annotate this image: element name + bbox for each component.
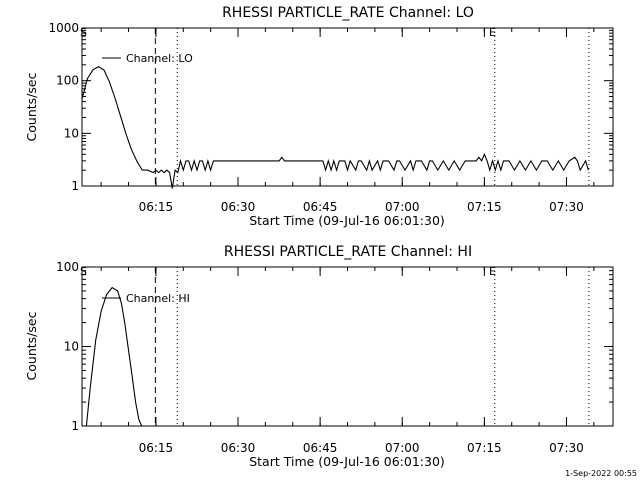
- panel-lo-x-tick-label: 07:00: [385, 200, 420, 214]
- panel-lo: RHESSI PARTICLE_RATE Channel: LO Counts/…: [24, 5, 614, 228]
- footer-timestamp: 1-Sep-2022 00:55: [565, 469, 637, 478]
- panel-lo-x-tick-label: 06:15: [139, 200, 174, 214]
- panel-lo-y-tick-label: 1000: [48, 21, 79, 35]
- panel-lo-x-tick-label: 07:15: [467, 200, 502, 214]
- panel-hi-y-tick-label: 1: [71, 419, 79, 433]
- panel-hi-legend-label: Channel: HI: [126, 292, 190, 305]
- panel-hi-x-tick-label: 07:15: [467, 441, 502, 455]
- panel-hi-x-tick-label: 06:30: [221, 441, 256, 455]
- panel-hi-series-line: [85, 286, 143, 427]
- panel-hi-y-tick-label: 100: [56, 260, 79, 274]
- panel-lo-y-tick-label: 1: [71, 179, 79, 193]
- panel-lo-x-tick-label: 07:30: [549, 200, 584, 214]
- panel-hi-end-marker: E: [489, 265, 496, 278]
- panel-lo-y-axis-label: Counts/sec: [24, 72, 39, 141]
- panel-hi-x-tick-label: 06:45: [303, 441, 338, 455]
- panel-hi-x-tick-label: 07:30: [549, 441, 584, 455]
- panel-lo-x-tick-label: 06:45: [303, 200, 338, 214]
- panel-lo-start-marker: S: [80, 26, 87, 39]
- panel-lo-x-axis-label: Start Time (09-Jul-16 06:01:30): [249, 213, 445, 228]
- panel-hi-y-axis-label: Counts/sec: [24, 311, 39, 380]
- panel-lo-legend-label: Channel: LO: [126, 52, 193, 65]
- panel-hi-y-tick-label: 10: [64, 340, 79, 354]
- panel-lo-title: RHESSI PARTICLE_RATE Channel: LO: [222, 5, 474, 21]
- panel-lo-y-tick-label: 10: [64, 126, 79, 140]
- panel-hi-x-tick-label: 07:00: [385, 441, 420, 455]
- panel-lo-series-line: [82, 65, 589, 189]
- panel-lo-x-tick-label: 06:30: [221, 200, 256, 214]
- panel-hi-title: RHESSI PARTICLE_RATE Channel: HI: [224, 244, 472, 260]
- panel-hi-axes-frame: [81, 266, 614, 427]
- panel-hi-x-axis-label: Start Time (09-Jul-16 06:01:30): [249, 454, 445, 469]
- panel-hi-start-marker: S: [80, 265, 87, 278]
- panel-hi: RHESSI PARTICLE_RATE Channel: HI Counts/…: [24, 244, 614, 469]
- panel-hi-x-tick-label: 06:15: [139, 441, 174, 455]
- panel-lo-end-marker: E: [489, 26, 496, 39]
- panel-lo-y-tick-label: 100: [56, 74, 79, 88]
